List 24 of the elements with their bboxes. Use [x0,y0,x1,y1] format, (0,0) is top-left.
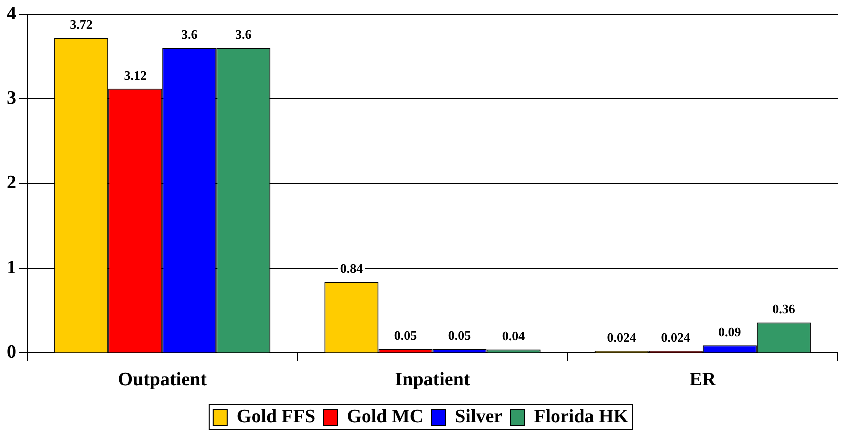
data-label: 0.024 [607,330,637,346]
y-tick-label: 0 [7,342,16,364]
y-tick-label: 2 [7,172,16,194]
data-label: 0.05 [448,328,472,343]
y-tick-label: 1 [7,257,16,278]
legend-label: Gold MC [347,406,424,428]
data-label: 0.024 [661,330,692,346]
x-tick-label: ER [690,370,716,391]
data-label: 0.84 [340,260,364,276]
legend-label: Florida HK [534,406,629,428]
x-tick-label: Outpatient [118,370,208,391]
data-label: 3.6 [236,27,252,42]
data-label: 0.36 [772,302,796,317]
data-label: 3.6 [181,27,198,42]
data-label: 0.04 [502,328,526,344]
y-tick-label: 3 [7,88,16,110]
data-label: 0.09 [718,324,742,340]
y-tick-label: 4 [7,3,17,24]
legend-label: Silver [455,406,504,428]
legend-label: Gold FFS [236,406,316,428]
data-label: 3.12 [124,68,147,83]
x-tick-label: Inpatient [395,370,471,391]
data-label: 3.72 [70,16,93,32]
data-label: 0.05 [394,328,418,343]
